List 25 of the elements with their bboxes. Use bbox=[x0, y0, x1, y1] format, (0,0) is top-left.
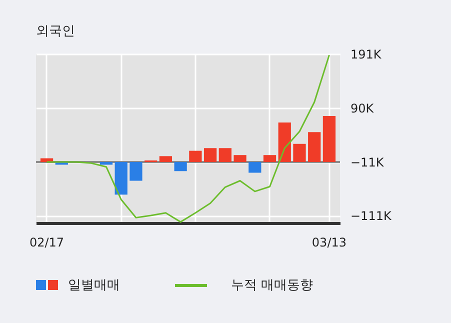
legend-label: 일별매매 bbox=[68, 277, 120, 294]
bar bbox=[248, 162, 262, 173]
y-tick-label: −11K bbox=[350, 156, 385, 170]
y-tick-label: 191K bbox=[350, 48, 382, 62]
y-tick-label: −111K bbox=[350, 209, 392, 224]
chart-title: 외국인 bbox=[36, 23, 75, 40]
bar bbox=[218, 148, 232, 162]
bar bbox=[322, 116, 336, 162]
bar bbox=[100, 162, 113, 165]
legend-label: 누적 매매동향 bbox=[231, 277, 314, 294]
y-tick-label: 90K bbox=[350, 102, 375, 116]
x-tick-label: 03/13 bbox=[312, 236, 347, 250]
bar bbox=[189, 150, 202, 162]
bar bbox=[308, 132, 321, 162]
bar bbox=[278, 122, 291, 162]
bar bbox=[159, 156, 172, 162]
bar bbox=[204, 148, 217, 162]
bar bbox=[174, 162, 187, 172]
bar bbox=[130, 162, 142, 181]
line-series bbox=[46, 54, 330, 223]
bar bbox=[263, 155, 276, 162]
x-tick-label: 02/17 bbox=[29, 236, 64, 250]
bar bbox=[234, 155, 246, 162]
bar bbox=[114, 162, 128, 195]
bar bbox=[293, 144, 306, 162]
